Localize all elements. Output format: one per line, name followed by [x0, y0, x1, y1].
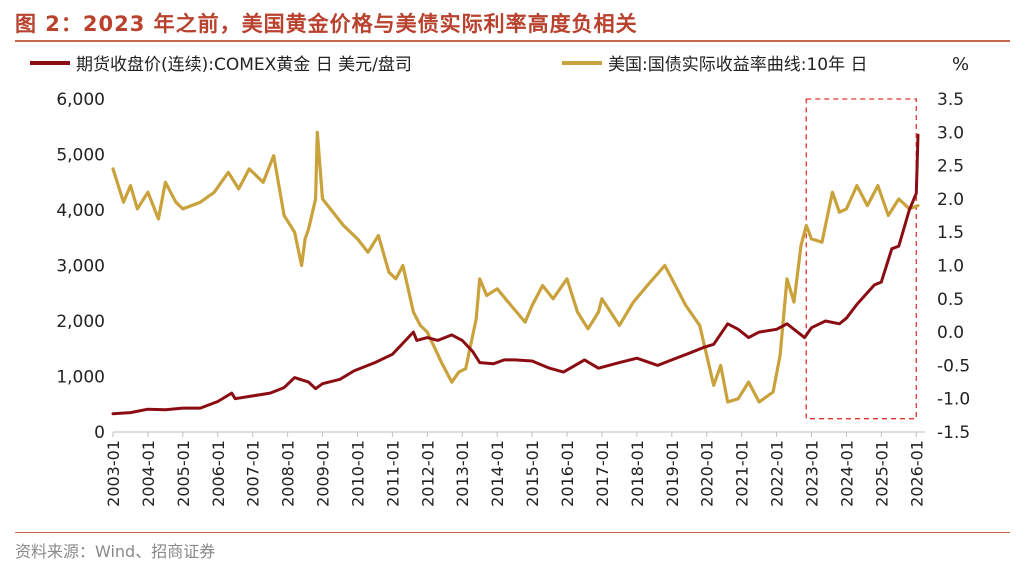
x-axis-tick-label: 2003-01 — [104, 440, 123, 507]
series-line-gold-price — [111, 133, 920, 416]
left-axis-tick-label: 1,000 — [56, 368, 105, 388]
right-axis-tick-label: 2.5 — [937, 157, 964, 177]
figure-title: 图 2：2023 年之前，美国黄金价格与美债实际利率高度负相关 — [15, 12, 638, 36]
right-axis-tick-label: 1.0 — [937, 257, 964, 277]
x-axis-tick-label: 2013-01 — [453, 440, 472, 507]
x-axis-tick-label: 2023-01 — [802, 440, 821, 507]
right-axis-tick-label: 1.5 — [937, 223, 964, 243]
x-axis-tick-label: 2017-01 — [593, 440, 612, 507]
x-axis-tick-label: 2018-01 — [628, 440, 647, 507]
right-axis-tick-label: 0.0 — [937, 323, 964, 343]
x-axis-tick-label: 2007-01 — [244, 440, 263, 507]
x-axis-tick-label: 2014-01 — [488, 440, 507, 507]
left-axis-tick-label: 2,000 — [56, 312, 105, 332]
legend-label-gold-price: 期货收盘价(连续):COMEX黄金 日 美元/盘司 — [76, 55, 412, 75]
x-axis-tick-label: 2025-01 — [872, 440, 891, 507]
x-axis-tick-label: 2015-01 — [523, 440, 542, 507]
x-axis-tick-label: 2022-01 — [768, 440, 787, 507]
x-axis-tick-label: 2010-01 — [348, 440, 367, 507]
x-axis-tick-label: 2005-01 — [174, 440, 193, 507]
x-axis-tick-label: 2006-01 — [209, 440, 228, 507]
right-axis-tick-label: 0.5 — [937, 290, 964, 310]
left-axis-tick-label: 5,000 — [56, 146, 105, 166]
legend-label-real-yield: 美国:国债实际收益率曲线:10年 日 — [608, 55, 868, 75]
right-axis-tick-label: -1.0 — [937, 390, 970, 410]
x-axis-tick-label: 2021-01 — [733, 440, 752, 507]
chart-legend: 期货收盘价(连续):COMEX黄金 日 美元/盘司 美国:国债实际收益率曲线:1… — [30, 54, 969, 75]
x-axis-tick-label: 2020-01 — [698, 440, 717, 507]
x-axis-tick-label: 2016-01 — [558, 440, 577, 507]
x-axis-tick-label: 2011-01 — [383, 440, 402, 507]
right-axis-tick-label: 3.0 — [937, 123, 964, 143]
left-axis-tick-label: 3,000 — [56, 257, 105, 277]
x-axis-tick-label: 2026-01 — [907, 440, 926, 507]
source-note: 资料来源：Wind、招商证券 — [15, 542, 216, 561]
x-axis-tick-label: 2009-01 — [314, 440, 333, 507]
left-axis-tick-label: 4,000 — [56, 201, 105, 221]
x-axis-tick-label: 2012-01 — [418, 440, 437, 507]
right-axis-unit-label: % — [952, 54, 969, 75]
x-axis-tick-label: 2008-01 — [279, 440, 298, 507]
x-axis-tick-label: 2004-01 — [139, 440, 158, 507]
title-divider — [15, 40, 1010, 42]
right-axis-tick-label: 2.0 — [937, 190, 964, 210]
right-axis-tick-label: -0.5 — [937, 356, 970, 376]
series-line-real-yield — [111, 130, 920, 404]
x-axis-tick-label: 2019-01 — [663, 440, 682, 507]
right-axis-tick-label: -1.5 — [937, 423, 970, 443]
left-axis-tick-label: 0 — [94, 423, 105, 443]
dual-axis-line-chart: 期货收盘价(连续):COMEX黄金 日 美元/盘司 美国:国债实际收益率曲线:1… — [30, 54, 970, 507]
footer-divider — [15, 532, 1010, 533]
highlight-box — [805, 98, 917, 420]
right-axis-tick-label: 3.5 — [937, 90, 964, 110]
x-axis-tick-label: 2024-01 — [837, 440, 856, 507]
left-axis-tick-label: 6,000 — [56, 90, 105, 110]
